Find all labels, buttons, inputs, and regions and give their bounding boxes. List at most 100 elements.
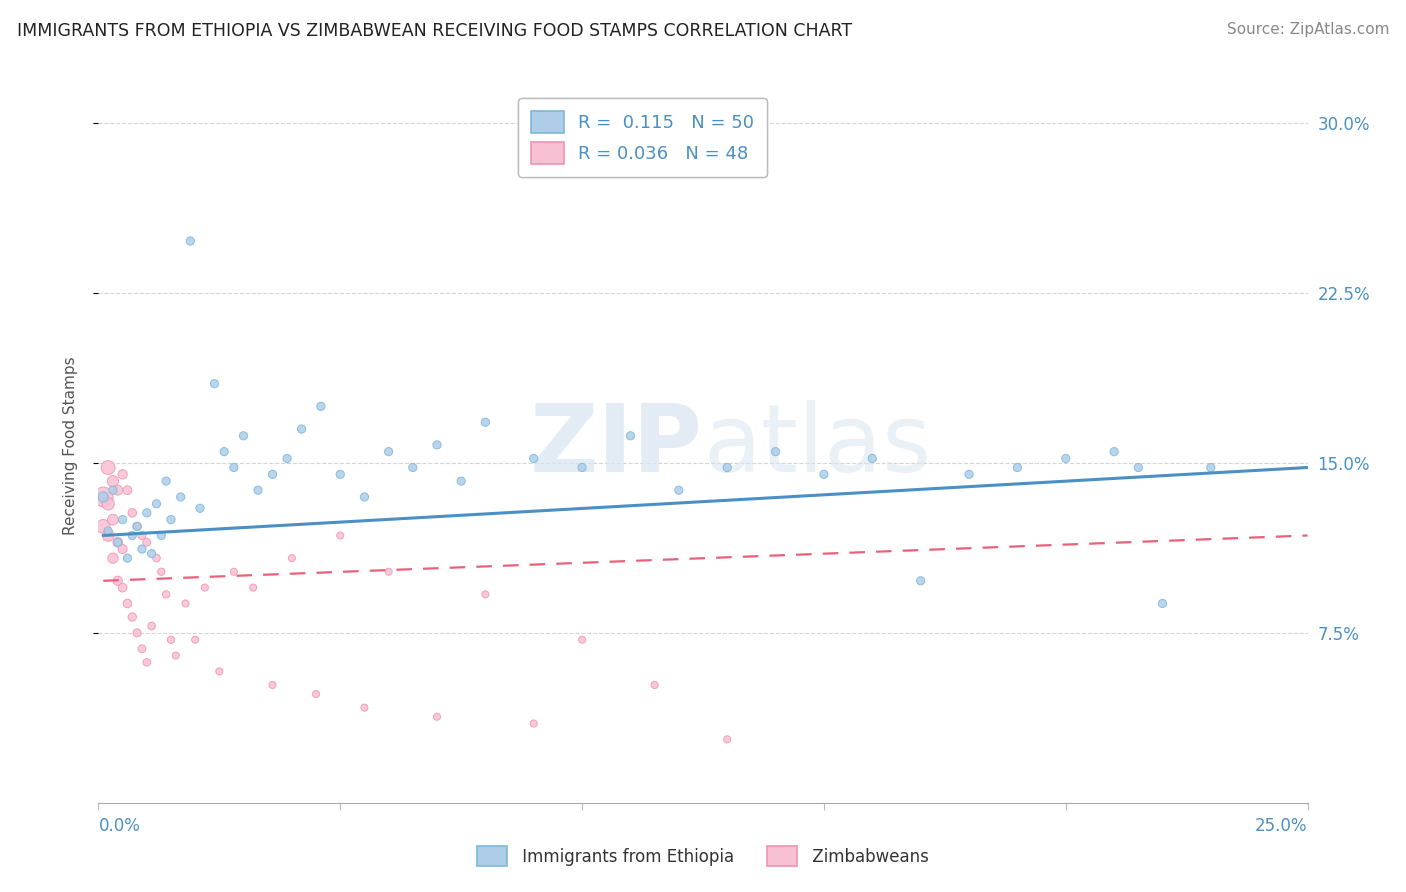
Point	[184, 632, 207, 647]
Point	[262, 467, 284, 482]
Point	[179, 234, 201, 248]
Point	[117, 483, 139, 498]
Point	[135, 535, 157, 549]
Point	[101, 483, 124, 498]
Point	[188, 501, 211, 516]
Point	[91, 490, 114, 504]
Point	[91, 519, 114, 533]
Point	[107, 574, 129, 588]
Point	[127, 626, 149, 640]
Point	[716, 732, 738, 747]
Point	[111, 513, 134, 527]
Point	[160, 632, 183, 647]
Point	[141, 619, 163, 633]
Point	[121, 528, 143, 542]
Point	[377, 565, 399, 579]
Legend: R =  0.115   N = 50, R = 0.036   N = 48: R = 0.115 N = 50, R = 0.036 N = 48	[519, 98, 766, 177]
Point	[957, 467, 980, 482]
Point	[619, 429, 641, 443]
Point	[91, 490, 114, 504]
Point	[222, 565, 245, 579]
Point	[353, 700, 375, 714]
Point	[222, 460, 245, 475]
Point	[150, 565, 173, 579]
Point	[101, 474, 124, 488]
Point	[131, 641, 153, 656]
Point	[426, 709, 449, 723]
Point	[107, 535, 129, 549]
Point	[111, 542, 134, 557]
Point	[121, 610, 143, 624]
Point	[353, 490, 375, 504]
Point	[232, 429, 254, 443]
Point	[127, 519, 149, 533]
Point	[276, 451, 298, 466]
Point	[97, 460, 120, 475]
Point	[426, 438, 449, 452]
Point	[97, 528, 120, 542]
Point	[145, 551, 167, 566]
Point	[127, 519, 149, 533]
Point	[474, 587, 496, 601]
Point	[450, 474, 472, 488]
Point	[571, 460, 593, 475]
Point	[644, 678, 666, 692]
Point	[1152, 597, 1174, 611]
Point	[290, 422, 312, 436]
Point	[121, 506, 143, 520]
Point	[169, 490, 191, 504]
Point	[668, 483, 690, 498]
Point	[111, 467, 134, 482]
Point	[155, 474, 177, 488]
Point	[135, 656, 157, 670]
Text: Source: ZipAtlas.com: Source: ZipAtlas.com	[1226, 22, 1389, 37]
Point	[377, 444, 399, 458]
Text: IMMIGRANTS FROM ETHIOPIA VS ZIMBABWEAN RECEIVING FOOD STAMPS CORRELATION CHART: IMMIGRANTS FROM ETHIOPIA VS ZIMBABWEAN R…	[17, 22, 852, 40]
Point	[1054, 451, 1077, 466]
Point	[247, 483, 270, 498]
Point	[97, 497, 120, 511]
Point	[716, 460, 738, 475]
Point	[1007, 460, 1029, 475]
Point	[281, 551, 304, 566]
Point	[194, 581, 217, 595]
Point	[1102, 444, 1125, 458]
Point	[97, 524, 120, 538]
Point	[135, 506, 157, 520]
Point	[107, 535, 129, 549]
Point	[309, 400, 332, 414]
Point	[1199, 460, 1222, 475]
Point	[160, 513, 183, 527]
Point	[910, 574, 932, 588]
Legend:  Immigrants from Ethiopia,  Zimbabweans: Immigrants from Ethiopia, Zimbabweans	[470, 839, 936, 873]
Point	[131, 542, 153, 557]
Point	[305, 687, 328, 701]
Point	[402, 460, 425, 475]
Point	[1128, 460, 1150, 475]
Point	[212, 444, 235, 458]
Point	[141, 547, 163, 561]
Point	[571, 632, 593, 647]
Point	[765, 444, 787, 458]
Point	[117, 597, 139, 611]
Text: ZIP: ZIP	[530, 400, 703, 492]
Point	[860, 451, 883, 466]
Point	[131, 528, 153, 542]
Point	[474, 415, 496, 429]
Point	[174, 597, 197, 611]
Point	[150, 528, 173, 542]
Text: 0.0%: 0.0%	[98, 817, 141, 835]
Y-axis label: Receiving Food Stamps: Receiving Food Stamps	[63, 357, 77, 535]
Point	[204, 376, 226, 391]
Point	[208, 665, 231, 679]
Point	[329, 467, 352, 482]
Point	[813, 467, 835, 482]
Point	[145, 497, 167, 511]
Point	[117, 551, 139, 566]
Point	[107, 483, 129, 498]
Point	[242, 581, 264, 595]
Point	[165, 648, 187, 663]
Point	[262, 678, 284, 692]
Point	[101, 551, 124, 566]
Point	[523, 451, 546, 466]
